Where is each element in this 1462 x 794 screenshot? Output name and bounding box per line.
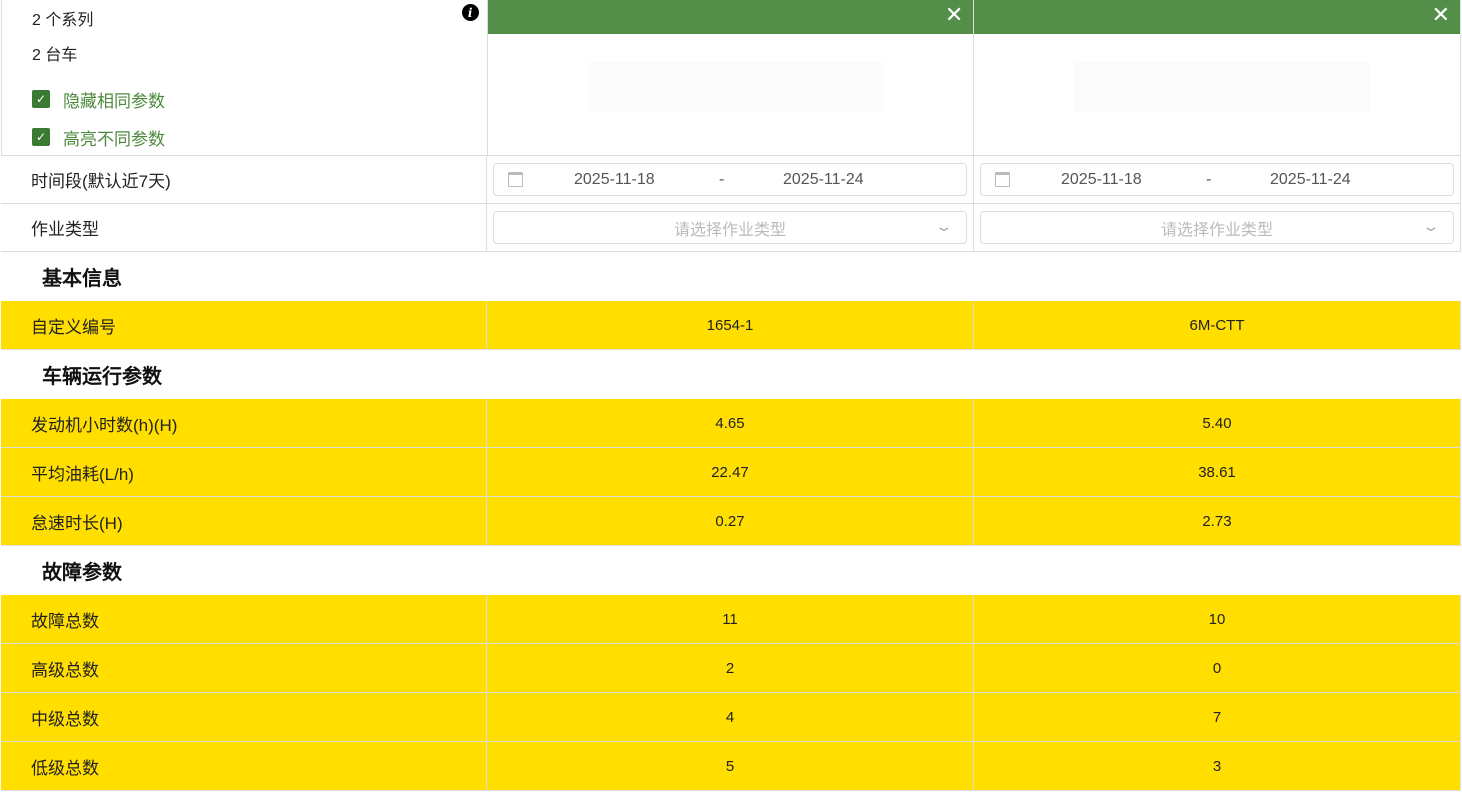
- info-icon[interactable]: i: [461, 4, 479, 21]
- chevron-down-icon: ⌄: [934, 218, 954, 234]
- param-value: 10: [974, 595, 1461, 643]
- check-icon: ✓: [32, 90, 50, 108]
- vehicle-column-1: ✕: [487, 0, 975, 155]
- param-value: 5: [487, 742, 974, 790]
- param-value: 5.40: [974, 399, 1461, 447]
- param-value: 6M-CTT: [974, 301, 1461, 349]
- param-label: 高级总数: [1, 644, 487, 692]
- work-type-select-2[interactable]: 请选择作业类型 ⌄: [980, 211, 1454, 244]
- end-date[interactable]: 2025-11-24: [783, 170, 864, 188]
- param-label: 怠速时长(H): [1, 497, 487, 545]
- param-value: 7: [974, 693, 1461, 741]
- end-date[interactable]: 2025-11-24: [1270, 170, 1351, 188]
- highlight-diff-label: 高亮不同参数: [63, 129, 165, 149]
- param-row: 低级总数 5 3: [1, 742, 1461, 791]
- param-value: 38.61: [974, 448, 1461, 496]
- param-value: 0: [974, 644, 1461, 692]
- date-range-picker-1[interactable]: 2025-11-18-2025-11-24: [493, 163, 967, 196]
- date-range-picker-2[interactable]: 2025-11-18-2025-11-24: [980, 163, 1454, 196]
- param-value: 11: [487, 595, 974, 643]
- chevron-down-icon: ⌄: [1421, 218, 1441, 234]
- param-row: 高级总数 2 0: [1, 644, 1461, 693]
- close-icon[interactable]: ✕: [1431, 2, 1450, 27]
- param-label: 故障总数: [1, 595, 487, 643]
- vehicle-image-placeholder: [587, 62, 884, 112]
- param-row: 自定义编号 1654-1 6M-CTT: [1, 301, 1461, 350]
- param-value: 3: [974, 742, 1461, 790]
- param-row: 中级总数 4 7: [1, 693, 1461, 742]
- select-placeholder: 请选择作业类型: [673, 221, 786, 239]
- work-type-row: 作业类型 请选择作业类型 ⌄ 请选择作业类型 ⌄: [1, 204, 1461, 252]
- start-date[interactable]: 2025-11-18: [1061, 170, 1142, 188]
- param-row: 怠速时长(H) 0.27 2.73: [1, 497, 1461, 546]
- param-value: 0.27: [487, 497, 974, 545]
- param-value: 4.65: [487, 399, 974, 447]
- section-title: 车辆运行参数: [42, 366, 162, 388]
- hide-same-label: 隐藏相同参数: [63, 91, 165, 111]
- calendar-icon: [995, 172, 1010, 187]
- start-date[interactable]: 2025-11-18: [574, 170, 655, 188]
- select-placeholder: 请选择作业类型: [1160, 221, 1273, 239]
- summary-panel: 2 个系列 2 台车 ✓ 隐藏相同参数 ✓ 高亮不同参数 i: [2, 0, 488, 155]
- param-label: 发动机小时数(h)(H): [1, 399, 487, 447]
- param-value: 4: [487, 693, 974, 741]
- section-title: 故障参数: [42, 562, 122, 584]
- param-value: 22.47: [487, 448, 974, 496]
- param-label: 自定义编号: [1, 301, 487, 349]
- vehicle-count: 2 台车: [32, 47, 78, 64]
- series-count: 2 个系列: [32, 12, 94, 29]
- work-type-label: 作业类型: [1, 204, 487, 251]
- param-value: 1654-1: [487, 301, 974, 349]
- check-icon: ✓: [32, 128, 50, 146]
- param-value: 2.73: [974, 497, 1461, 545]
- param-label: 平均油耗(L/h): [1, 448, 487, 496]
- work-type-select-1[interactable]: 请选择作业类型 ⌄: [493, 211, 967, 244]
- calendar-icon: [508, 172, 523, 187]
- param-row: 发动机小时数(h)(H) 4.65 5.40: [1, 399, 1461, 448]
- close-icon[interactable]: ✕: [944, 2, 964, 27]
- highlight-diff-checkbox[interactable]: ✓ 高亮不同参数: [32, 118, 487, 156]
- section-title: 基本信息: [42, 268, 122, 290]
- compare-header: 2 个系列 2 台车 ✓ 隐藏相同参数 ✓ 高亮不同参数 i ✕ ✕: [1, 0, 1461, 156]
- param-row: 平均油耗(L/h) 22.47 38.61: [1, 448, 1461, 497]
- param-label: 低级总数: [1, 742, 487, 790]
- param-row: 故障总数 11 10: [1, 595, 1461, 644]
- vehicle-image-placeholder: [1074, 62, 1371, 112]
- vehicle-column-2: ✕: [974, 0, 1461, 155]
- period-label: 时间段(默认近7天): [1, 156, 487, 203]
- param-label: 中级总数: [1, 693, 487, 741]
- hide-same-checkbox[interactable]: ✓ 隐藏相同参数: [32, 80, 487, 118]
- period-row: 时间段(默认近7天) 2025-11-18-2025-11-24 2025-11…: [1, 156, 1461, 204]
- param-value: 2: [487, 644, 974, 692]
